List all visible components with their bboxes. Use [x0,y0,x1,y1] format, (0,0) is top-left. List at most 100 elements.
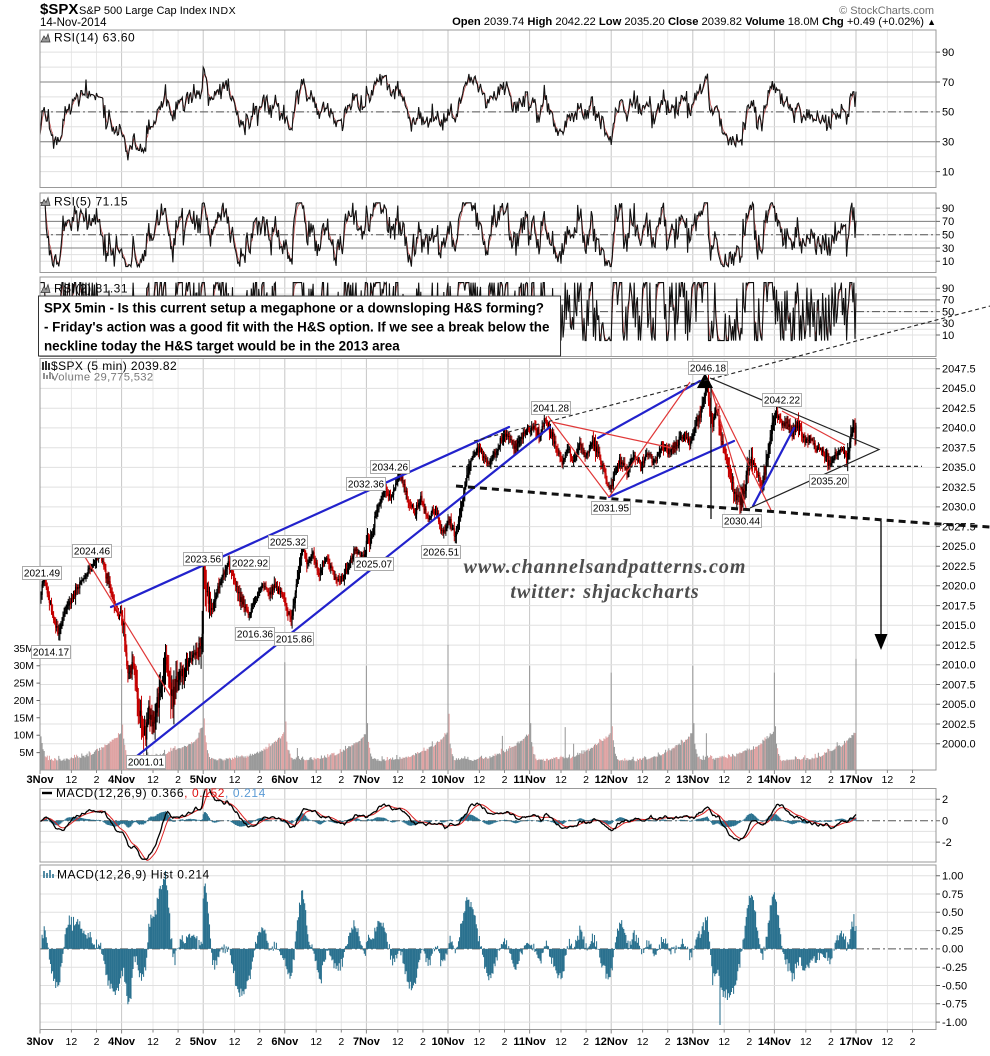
svg-text:-0.25: -0.25 [942,962,967,974]
svg-text:S&P 500 Large Cap Index: S&P 500 Large Cap Index [79,5,207,17]
svg-text:2023.56: 2023.56 [185,555,222,566]
svg-text:14-Nov-2014: 14-Nov-2014 [40,17,107,29]
svg-text:2: 2 [257,774,263,786]
svg-text:$SPX: $SPX [40,1,78,18]
svg-text:2: 2 [910,774,916,786]
svg-text:2: 2 [746,1036,752,1048]
svg-text:Open 2039.74 High 2042.22 Low: Open 2039.74 High 2042.22 Low 2035.20 Cl… [452,16,936,28]
svg-text:2: 2 [502,774,508,786]
svg-text:2035.0: 2035.0 [942,462,976,474]
svg-text:5Nov: 5Nov [190,774,218,786]
svg-text:2: 2 [257,1036,263,1048]
svg-text:2030.44: 2030.44 [724,517,761,528]
svg-text:2015.86: 2015.86 [276,635,313,646]
svg-text:2: 2 [746,774,752,786]
svg-text:12: 12 [474,774,486,786]
svg-text:2031.95: 2031.95 [593,504,630,515]
svg-text:5Nov: 5Nov [190,1036,218,1048]
svg-text:-0.75: -0.75 [942,999,967,1011]
svg-text:10: 10 [942,256,954,268]
svg-text:2037.5: 2037.5 [942,443,976,455]
svg-text:2045.0: 2045.0 [942,383,976,395]
svg-text:2: 2 [828,1036,834,1048]
svg-text:17Nov: 17Nov [839,1036,873,1048]
svg-text:-1.00: -1.00 [942,1017,967,1029]
svg-text:RSI(14) 63.60: RSI(14) 63.60 [54,31,135,45]
svg-text:12: 12 [474,1036,486,1048]
svg-text:2012.5: 2012.5 [942,640,976,652]
svg-text:0.50: 0.50 [942,907,963,919]
svg-text:12: 12 [66,774,78,786]
svg-text:2032.36: 2032.36 [348,480,385,491]
svg-text:4Nov: 4Nov [108,1036,136,1048]
svg-text:0: 0 [942,816,948,828]
svg-text:12: 12 [229,1036,241,1048]
svg-text:2010.0: 2010.0 [942,660,976,672]
svg-text:2030.0: 2030.0 [942,502,976,514]
svg-text:© StockCharts.com: © StockCharts.com [839,5,934,17]
svg-text:7Nov: 7Nov [353,1036,381,1048]
svg-text:2035.20: 2035.20 [811,477,848,488]
svg-text:10Nov: 10Nov [431,774,465,786]
svg-text:2: 2 [175,1036,181,1048]
svg-text:www.channelsandpatterns.com: www.channelsandpatterns.com [464,556,747,578]
svg-text:2005.0: 2005.0 [942,699,976,711]
svg-text:12: 12 [882,774,894,786]
svg-text:14Nov: 14Nov [758,774,792,786]
svg-text:10M: 10M [14,730,34,742]
svg-text:12: 12 [555,1036,567,1048]
svg-text:12: 12 [229,774,241,786]
svg-text:30: 30 [942,243,954,255]
svg-text:7Nov: 7Nov [353,774,381,786]
svg-text:2022.92: 2022.92 [232,559,269,570]
svg-text:90: 90 [942,47,954,59]
svg-text:50: 50 [942,230,954,242]
svg-text:25M: 25M [14,678,34,690]
svg-text:12: 12 [637,774,649,786]
svg-text:70: 70 [942,216,954,228]
svg-text:2021.49: 2021.49 [24,569,61,580]
svg-text:2: 2 [420,774,426,786]
svg-text:2047.5: 2047.5 [942,364,976,376]
svg-text:12: 12 [147,774,159,786]
svg-text:SPX 5min - Is this current set: SPX 5min - Is this current setup a megap… [44,301,544,316]
svg-text:RSI(5) 71.15: RSI(5) 71.15 [54,195,128,209]
svg-text:INDX: INDX [209,5,236,17]
svg-text:0.25: 0.25 [942,925,963,937]
svg-text:12: 12 [392,774,404,786]
svg-text:2: 2 [502,1036,508,1048]
svg-text:2000.0: 2000.0 [942,739,976,751]
svg-text:11Nov: 11Nov [513,1036,546,1048]
svg-text:12: 12 [800,774,812,786]
svg-text:2: 2 [420,1036,426,1048]
svg-text:12: 12 [310,1036,322,1048]
svg-text:12: 12 [800,1036,812,1048]
svg-text:2015.0: 2015.0 [942,620,976,632]
svg-text:3Nov: 3Nov [27,774,55,786]
svg-text:MACD(12,26,9) Hist 0.214: MACD(12,26,9) Hist 0.214 [57,868,210,882]
svg-text:2017.5: 2017.5 [942,600,976,612]
svg-text:2: 2 [665,774,671,786]
svg-text:2: 2 [94,774,100,786]
svg-text:12: 12 [147,1036,159,1048]
svg-text:12: 12 [637,1036,649,1048]
svg-text:$SPX (5 min) 2039.82: $SPX (5 min) 2039.82 [51,359,177,373]
svg-text:2: 2 [910,1036,916,1048]
svg-text:12: 12 [718,774,730,786]
svg-text:2040.0: 2040.0 [942,423,976,435]
svg-text:2041.28: 2041.28 [533,404,570,415]
svg-text:30M: 30M [14,660,34,672]
svg-text:twitter: shjackcharts: twitter: shjackcharts [510,581,699,603]
svg-text:2042.5: 2042.5 [942,403,976,415]
svg-text:10: 10 [942,330,954,342]
svg-text:70: 70 [942,77,954,89]
svg-text:3Nov: 3Nov [27,1036,55,1048]
svg-text:2022.5: 2022.5 [942,561,976,573]
svg-text:12: 12 [555,774,567,786]
svg-text:0.00: 0.00 [942,944,963,956]
svg-text:MACD(12,26,9) 0.366, 0.152, 0.: MACD(12,26,9) 0.366, 0.152, 0.214 [56,786,266,800]
svg-text:30: 30 [942,137,954,149]
svg-text:2: 2 [338,774,344,786]
svg-text:2026.51: 2026.51 [423,548,460,559]
svg-text:2001.01: 2001.01 [128,758,165,769]
